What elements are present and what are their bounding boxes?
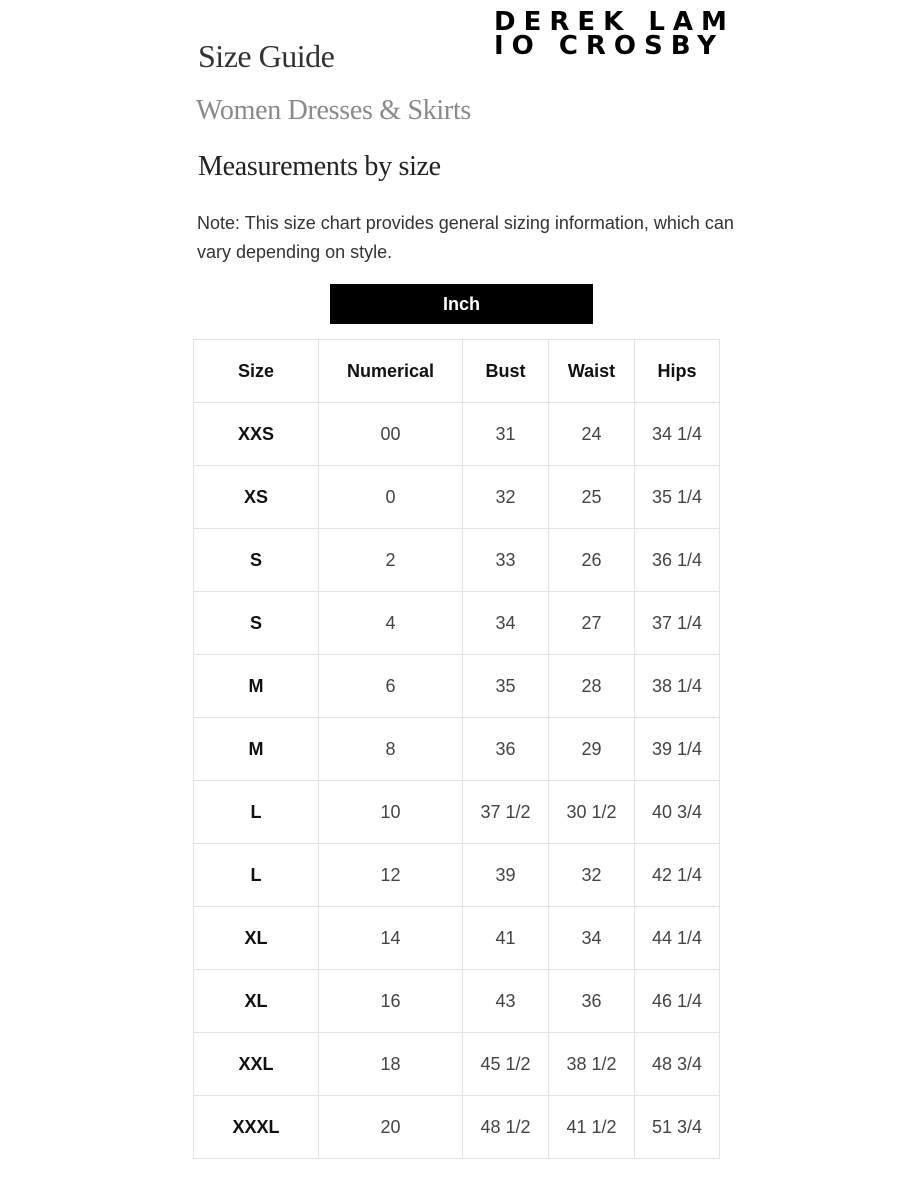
cell-numerical: 4 — [318, 591, 463, 655]
unit-inch-button[interactable]: Inch — [330, 284, 593, 324]
cell-bust: 45 1/2 — [462, 1032, 549, 1096]
column-header-bust: Bust — [462, 339, 549, 403]
cell-waist: 24 — [548, 402, 635, 466]
size-table: Size Numerical Bust Waist Hips XXS 00 31 24 34 1… — [193, 339, 720, 1159]
cell-bust: 31 — [462, 402, 549, 466]
cell-waist: 32 — [548, 843, 635, 907]
size-note: Note: This size chart provides general s… — [197, 213, 734, 262]
cell-size: XL — [193, 906, 319, 970]
cell-hips: 34 1/4 — [634, 402, 720, 466]
cell-bust: 39 — [462, 843, 549, 907]
table-row: XXS 00 31 24 34 1/4 — [193, 402, 720, 466]
cell-hips: 44 1/4 — [634, 906, 720, 970]
brand-line-1: DEREK LAM — [494, 7, 735, 37]
brand-line-2: IO CROSBY — [494, 31, 724, 61]
cell-waist: 27 — [548, 591, 635, 655]
cell-waist: 30 1/2 — [548, 780, 635, 844]
cell-numerical: 6 — [318, 654, 463, 718]
column-header-hips: Hips — [634, 339, 720, 403]
cell-bust: 34 — [462, 591, 549, 655]
cell-waist: 38 1/2 — [548, 1032, 635, 1096]
page-title: Size Guide — [198, 38, 335, 74]
table-row: XL 16 43 36 46 1/4 — [193, 969, 720, 1033]
cell-waist: 28 — [548, 654, 635, 718]
cell-bust: 33 — [462, 528, 549, 592]
table-row: L 10 37 1/2 30 1/2 40 3/4 — [193, 780, 720, 844]
table-row: XS 0 32 25 35 1/4 — [193, 465, 720, 529]
cell-hips: 36 1/4 — [634, 528, 720, 592]
table-row: S 4 34 27 37 1/4 — [193, 591, 720, 655]
table-header-row: Size Numerical Bust Waist Hips — [193, 339, 720, 403]
cell-size: XS — [193, 465, 319, 529]
table-row: XXL 18 45 1/2 38 1/2 48 3/4 — [193, 1032, 720, 1096]
cell-numerical: 10 — [318, 780, 463, 844]
cell-waist: 41 1/2 — [548, 1095, 635, 1159]
cell-hips: 51 3/4 — [634, 1095, 720, 1159]
cell-hips: 38 1/4 — [634, 654, 720, 718]
cell-numerical: 00 — [318, 402, 463, 466]
cell-waist: 26 — [548, 528, 635, 592]
table-row: S 2 33 26 36 1/4 — [193, 528, 720, 592]
page-subtitle: Women Dresses & Skirts — [196, 95, 472, 126]
cell-size: XXL — [193, 1032, 319, 1096]
cell-size: L — [193, 843, 319, 907]
table-row: XL 14 41 34 44 1/4 — [193, 906, 720, 970]
cell-hips: 48 3/4 — [634, 1032, 720, 1096]
cell-size: XXXL — [193, 1095, 319, 1159]
cell-size: M — [193, 654, 319, 718]
cell-numerical: 8 — [318, 717, 463, 781]
cell-hips: 39 1/4 — [634, 717, 720, 781]
cell-bust: 48 1/2 — [462, 1095, 549, 1159]
table-row: M 6 35 28 38 1/4 — [193, 654, 720, 718]
cell-size: L — [193, 780, 319, 844]
cell-size: S — [193, 528, 319, 592]
cell-numerical: 18 — [318, 1032, 463, 1096]
cell-bust: 43 — [462, 969, 549, 1033]
cell-bust: 37 1/2 — [462, 780, 549, 844]
cell-numerical: 12 — [318, 843, 463, 907]
cell-bust: 41 — [462, 906, 549, 970]
cell-numerical: 20 — [318, 1095, 463, 1159]
cell-hips: 40 3/4 — [634, 780, 720, 844]
cell-bust: 32 — [462, 465, 549, 529]
cell-numerical: 16 — [318, 969, 463, 1033]
table-row: M 8 36 29 39 1/4 — [193, 717, 720, 781]
cell-size: M — [193, 717, 319, 781]
table-row: L 12 39 32 42 1/4 — [193, 843, 720, 907]
cell-numerical: 14 — [318, 906, 463, 970]
cell-bust: 35 — [462, 654, 549, 718]
cell-numerical: 0 — [318, 465, 463, 529]
cell-waist: 36 — [548, 969, 635, 1033]
column-header-waist: Waist — [548, 339, 635, 403]
table-row: XXXL 20 48 1/2 41 1/2 51 3/4 — [193, 1095, 720, 1159]
cell-hips: 37 1/4 — [634, 591, 720, 655]
cell-waist: 29 — [548, 717, 635, 781]
cell-bust: 36 — [462, 717, 549, 781]
column-header-size: Size — [193, 339, 319, 403]
cell-size: XXS — [193, 402, 319, 466]
cell-hips: 35 1/4 — [634, 465, 720, 529]
cell-waist: 25 — [548, 465, 635, 529]
cell-size: S — [193, 591, 319, 655]
section-title: Measurements by size — [198, 151, 441, 182]
column-header-numerical: Numerical — [318, 339, 463, 403]
cell-hips: 46 1/4 — [634, 969, 720, 1033]
cell-size: XL — [193, 969, 319, 1033]
brand-logo: DEREK LAM IO CROSBY — [494, 7, 735, 61]
cell-hips: 42 1/4 — [634, 843, 720, 907]
cell-waist: 34 — [548, 906, 635, 970]
cell-numerical: 2 — [318, 528, 463, 592]
